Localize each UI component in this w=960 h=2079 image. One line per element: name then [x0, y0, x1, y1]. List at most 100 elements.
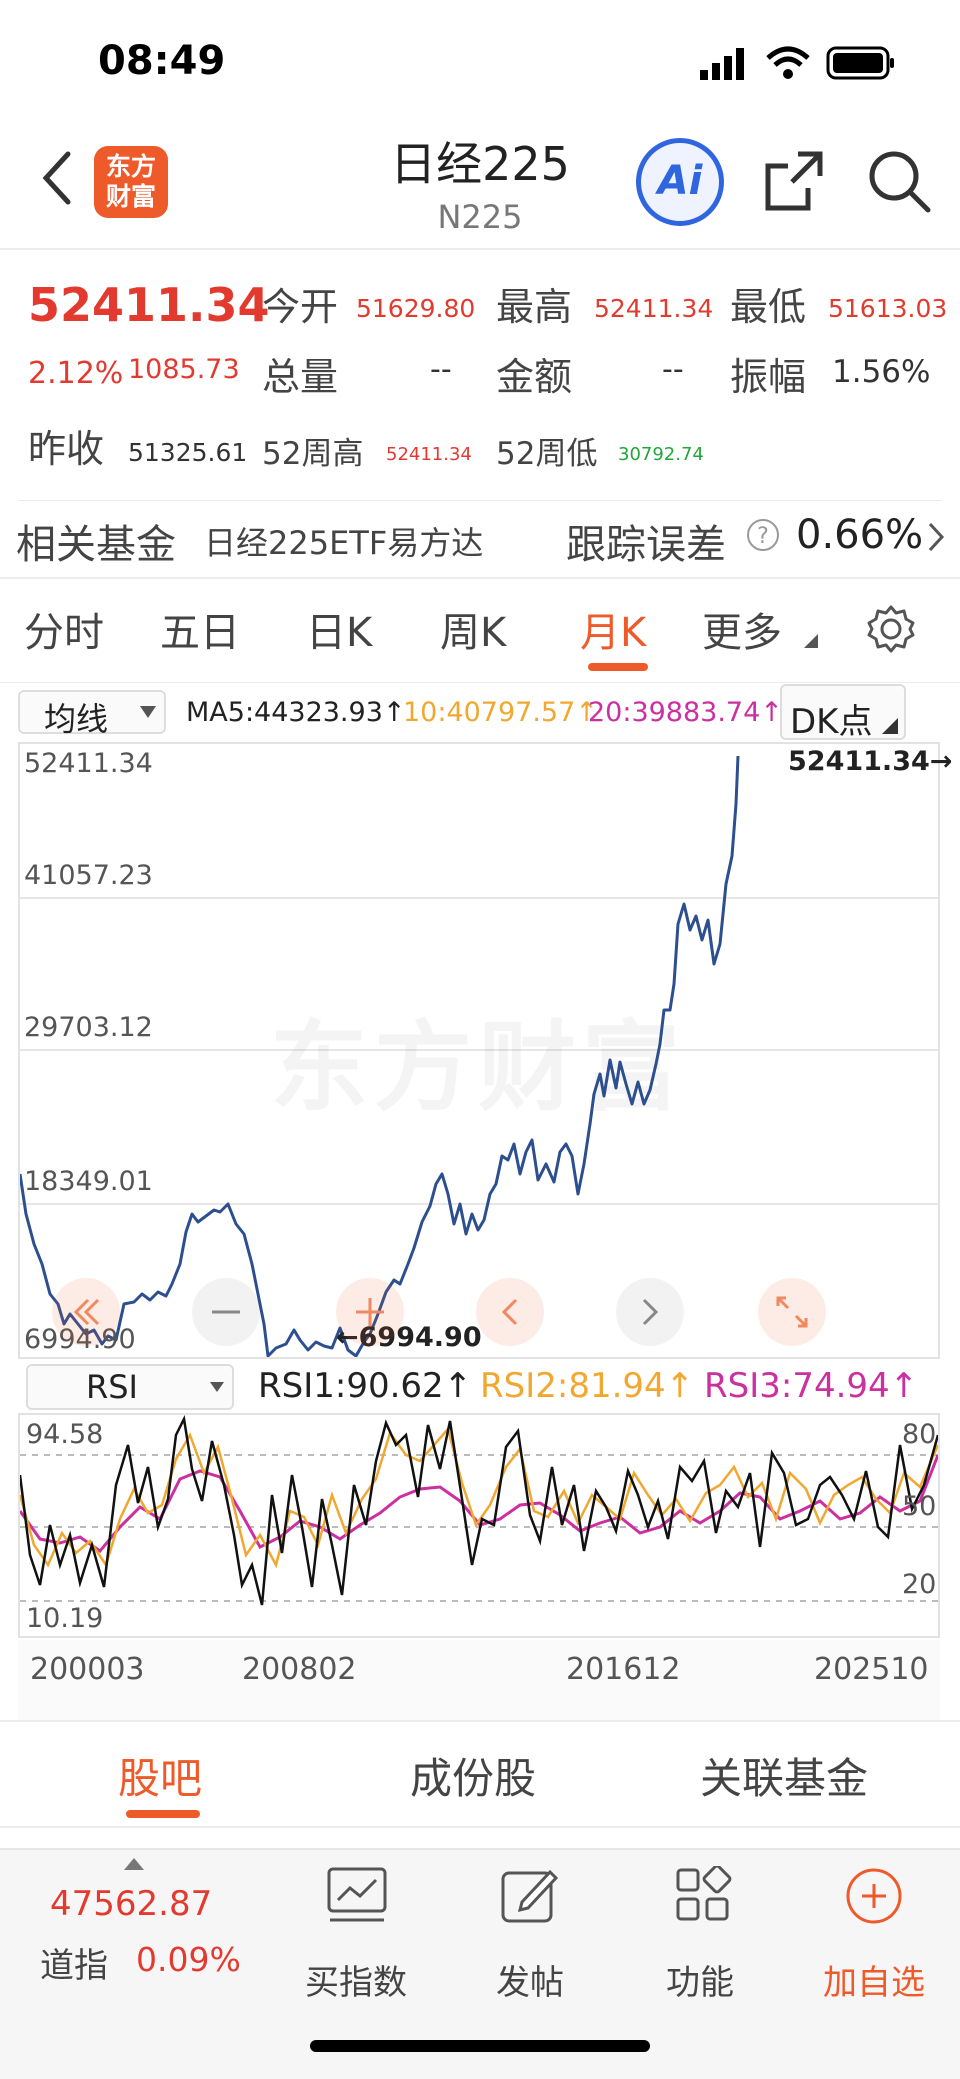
- ma-indicator-dropdown[interactable]: 均线: [18, 690, 166, 738]
- tracking-error-value: 0.66%: [796, 512, 924, 558]
- max-marker-text: 52411.34: [788, 746, 930, 777]
- nav-post[interactable]: 发帖: [496, 1963, 564, 2003]
- signal-icon: [700, 48, 744, 80]
- back-icon[interactable]: [36, 148, 76, 208]
- wk52-high-label: 52周高: [262, 436, 364, 472]
- search-icon[interactable]: [866, 148, 932, 214]
- ma-dropdown-label: 均线: [44, 700, 109, 738]
- rsi-y-max: 94.58: [26, 1419, 104, 1450]
- kline-gridlines: [20, 897, 938, 1205]
- nav-functions[interactable]: 功能: [666, 1963, 734, 2003]
- scroll-left-button[interactable]: [476, 1278, 544, 1346]
- dow-pct[interactable]: 0.09%: [136, 1940, 241, 1979]
- tab-more[interactable]: 更多: [702, 610, 782, 656]
- header-divider: [0, 248, 960, 250]
- scroll-right-button[interactable]: [616, 1278, 684, 1346]
- ma10-value: 10:40797.57↑: [403, 697, 598, 728]
- open-label: 今开: [262, 285, 339, 329]
- change-abs: 1085.73: [128, 354, 240, 385]
- app-logo: 东方 财富: [94, 146, 168, 218]
- y-label-2: 41057.23: [24, 860, 153, 891]
- fund-label: 相关基金: [16, 522, 176, 568]
- tab-day-k[interactable]: 日K: [306, 610, 373, 656]
- dk-label: DK点: [790, 702, 873, 742]
- change-pct: 2.12%: [28, 356, 124, 391]
- double-chevron-left-icon: [73, 1298, 100, 1326]
- rsi-y-min: 10.19: [26, 1603, 104, 1634]
- x-label-4: 202510: [814, 1652, 929, 1687]
- prev-close-label: 昨收: [28, 427, 105, 471]
- tab-month-k[interactable]: 月K: [580, 610, 647, 656]
- tab-constituents[interactable]: 成份股: [410, 1754, 537, 1803]
- open-value: 51629.80: [356, 294, 476, 323]
- content-tabs-top-divider: [0, 1720, 960, 1722]
- ma5-value: MA5:44323.93↑: [186, 697, 406, 728]
- y-label-min: 6994.90: [24, 1324, 136, 1355]
- zoom-in-button[interactable]: [336, 1278, 404, 1346]
- price-line-chart: [20, 755, 740, 1357]
- nav-add-watchlist[interactable]: 加自选: [823, 1963, 925, 2003]
- plus-icon: [356, 1298, 384, 1326]
- settings-gear-icon[interactable]: [866, 604, 916, 654]
- expand-icon: [776, 1296, 808, 1328]
- functions-grid-icon[interactable]: [674, 1866, 732, 1924]
- amount-value: --: [662, 352, 684, 387]
- tabs-divider: [0, 682, 960, 683]
- tab-guba[interactable]: 股吧: [118, 1754, 203, 1803]
- battery-icon: [826, 46, 894, 80]
- tab-week-k[interactable]: 周K: [440, 610, 507, 656]
- current-price: 52411.34: [28, 278, 270, 332]
- low-value: 51613.03: [828, 294, 948, 323]
- quote-divider: [18, 500, 942, 501]
- tab-related-funds[interactable]: 关联基金: [700, 1754, 869, 1803]
- high-value: 52411.34: [594, 294, 714, 323]
- rsi-dropdown-label: RSI: [86, 1368, 138, 1406]
- wk52-low-value: 30792.74: [618, 444, 704, 465]
- caret-down-icon: [140, 706, 156, 718]
- x-label-1: 200003: [30, 1652, 145, 1687]
- dow-value[interactable]: 47562.87: [50, 1884, 213, 1924]
- chevron-right-icon: [642, 1298, 659, 1326]
- add-watchlist-icon[interactable]: [844, 1866, 904, 1926]
- zoom-out-button[interactable]: [192, 1278, 260, 1346]
- low-label: 最低: [730, 285, 807, 329]
- rsi-y-20: 20: [902, 1569, 937, 1600]
- volume-label: 总量: [262, 355, 339, 399]
- nav-buy-index[interactable]: 买指数: [305, 1963, 407, 2003]
- rsi3-value: RSI3:74.94↑: [704, 1366, 919, 1406]
- min-price-marker: ←6994.90: [336, 1322, 482, 1353]
- logo-text-top: 东方: [105, 152, 156, 181]
- x-label-3: 201612: [566, 1652, 681, 1687]
- rsi-indicator-dropdown[interactable]: RSI: [26, 1364, 234, 1410]
- share-icon[interactable]: [762, 148, 828, 214]
- amplitude-label: 振幅: [730, 355, 807, 399]
- fullscreen-button[interactable]: [758, 1278, 826, 1346]
- scroll-left-far-button[interactable]: [52, 1278, 120, 1346]
- wk52-low-label: 52周低: [496, 436, 598, 472]
- page-title: 日经225: [390, 137, 570, 191]
- fund-name[interactable]: 日经225ETF易方达: [204, 524, 484, 562]
- ai-label: Ai: [657, 158, 703, 204]
- tab-wuri[interactable]: 五日: [160, 610, 240, 656]
- amount-label: 金额: [496, 355, 573, 399]
- min-marker-text: 6994.90: [358, 1322, 482, 1353]
- max-price-marker: 52411.34→: [788, 746, 953, 777]
- tracking-error-label: 跟踪误差: [566, 522, 726, 568]
- chevron-left-icon: [501, 1298, 518, 1326]
- x-label-2: 200802: [242, 1652, 357, 1687]
- svg-text:?: ?: [757, 524, 769, 549]
- buy-index-icon[interactable]: [326, 1866, 388, 1926]
- y-label-3: 29703.12: [24, 1012, 153, 1043]
- related-fund-row[interactable]: 相关基金 日经225ETF易方达 跟踪误差 ? 0.66%: [0, 500, 960, 578]
- rsi-y-80: 80: [902, 1419, 937, 1450]
- ai-button[interactable]: Ai: [636, 138, 724, 226]
- tab-fenshi[interactable]: 分时: [24, 610, 104, 656]
- post-edit-icon[interactable]: [500, 1866, 558, 1924]
- rsi-chart[interactable]: 94.58 10.19 80 50 20: [18, 1413, 940, 1638]
- content-tabs-bottom-divider: [0, 1826, 960, 1828]
- help-icon[interactable]: ?: [746, 518, 780, 552]
- dow-label[interactable]: 道指: [40, 1946, 108, 1986]
- dk-point-button[interactable]: DK点: [780, 684, 906, 742]
- bottom-nav-divider: [0, 1848, 960, 1850]
